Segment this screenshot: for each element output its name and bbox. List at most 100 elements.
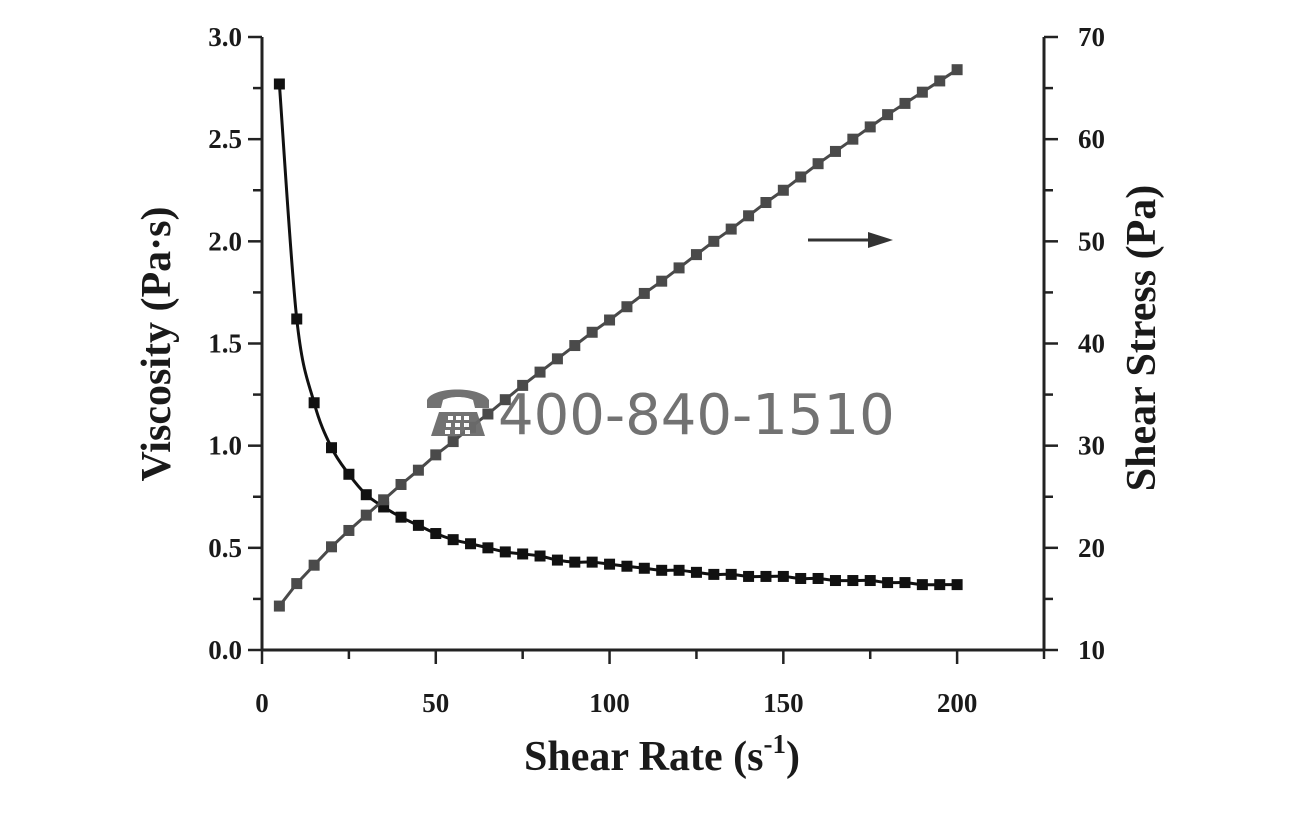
data-point — [534, 550, 546, 562]
data-point — [882, 577, 894, 589]
data-point — [899, 97, 911, 109]
data-point — [395, 478, 407, 490]
y2-tick-label: 10 — [1078, 635, 1105, 665]
y-tick-label: 1.5 — [208, 329, 242, 359]
data-point — [916, 86, 928, 98]
data-point — [829, 145, 841, 157]
y-tick-label: 0.5 — [208, 533, 242, 563]
data-point — [951, 579, 963, 591]
series-line — [278, 68, 958, 607]
telephone-icon — [427, 389, 489, 436]
data-point — [864, 121, 876, 133]
data-point — [326, 541, 338, 553]
data-point — [465, 538, 477, 550]
axis-ticks — [248, 35, 1058, 664]
data-point — [725, 223, 737, 235]
data-point — [291, 578, 303, 590]
data-point — [447, 436, 459, 448]
data-point — [412, 519, 424, 531]
viscosity-series — [273, 78, 963, 591]
data-point — [360, 509, 372, 521]
data-point — [482, 542, 494, 554]
data-point — [760, 197, 772, 209]
data-point — [430, 528, 442, 540]
right-axis-arrow — [808, 232, 893, 248]
series-layer — [273, 64, 963, 612]
data-point — [795, 572, 807, 584]
data-point — [916, 579, 928, 591]
y2-tick-label: 40 — [1078, 329, 1105, 359]
data-point — [586, 326, 598, 338]
data-point — [621, 301, 633, 313]
data-point — [499, 546, 511, 558]
data-point — [569, 340, 581, 352]
data-point — [534, 366, 546, 378]
y-axis-title: Viscosity (Pa·s) — [134, 207, 180, 482]
data-point — [847, 575, 859, 587]
data-point — [951, 64, 963, 76]
data-point — [847, 133, 859, 145]
data-point — [656, 564, 668, 576]
data-point — [551, 554, 563, 566]
data-point — [708, 235, 720, 247]
data-point — [291, 313, 303, 325]
data-point — [499, 394, 511, 406]
data-point — [656, 275, 668, 287]
y-tick-label: 3.0 — [208, 22, 242, 52]
data-point — [690, 566, 702, 578]
data-point — [812, 158, 824, 170]
data-point — [447, 534, 459, 546]
data-point — [326, 442, 338, 454]
x-tick-label: 100 — [589, 688, 630, 718]
data-point — [412, 464, 424, 476]
x-tick-label: 50 — [422, 688, 449, 718]
y-tick-label: 2.5 — [208, 124, 242, 154]
data-point — [725, 568, 737, 580]
data-point — [708, 568, 720, 580]
data-point — [551, 353, 563, 365]
data-point — [430, 449, 442, 461]
data-point — [343, 524, 355, 536]
y2-tick-label: 50 — [1078, 226, 1105, 256]
y2-tick-label: 70 — [1078, 22, 1105, 52]
y2-tick-label: 60 — [1078, 124, 1105, 154]
data-point — [308, 397, 320, 409]
data-point — [378, 501, 390, 513]
y-tick-label: 1.0 — [208, 431, 242, 461]
data-point — [517, 548, 529, 560]
y2-tick-label: 30 — [1078, 431, 1105, 461]
data-point — [829, 575, 841, 587]
axis-tick-labels: 0 50 100 150 200 0.0 0.5 1.0 1.5 2.0 2.5 3.0 10 20 30 4… — [208, 22, 1105, 718]
y2-tick-label: 20 — [1078, 533, 1105, 563]
y-tick-label: 2.0 — [208, 226, 242, 256]
data-point — [812, 572, 824, 584]
data-point — [343, 468, 355, 480]
data-point — [308, 559, 320, 571]
y2-axis-title: Shear Stress (Pa) — [1119, 185, 1165, 491]
data-point — [934, 579, 946, 591]
data-point — [743, 570, 755, 582]
data-point — [899, 577, 911, 589]
data-point — [638, 562, 650, 574]
data-point — [777, 184, 789, 196]
data-point — [777, 570, 789, 582]
watermark: 400-840-1510 — [427, 383, 895, 448]
data-point — [690, 249, 702, 261]
x-tick-label: 150 — [763, 688, 804, 718]
data-point — [673, 262, 685, 274]
data-point — [604, 314, 616, 326]
x-tick-label: 0 — [255, 688, 269, 718]
data-point — [360, 489, 372, 501]
data-point — [882, 109, 894, 121]
data-point — [395, 511, 407, 523]
data-point — [378, 494, 390, 506]
data-point — [569, 556, 581, 568]
data-point — [482, 408, 494, 420]
data-point — [604, 558, 616, 570]
data-point — [638, 287, 650, 299]
data-point — [760, 570, 772, 582]
data-point — [795, 171, 807, 183]
x-tick-label: 200 — [937, 688, 978, 718]
data-point — [934, 75, 946, 87]
